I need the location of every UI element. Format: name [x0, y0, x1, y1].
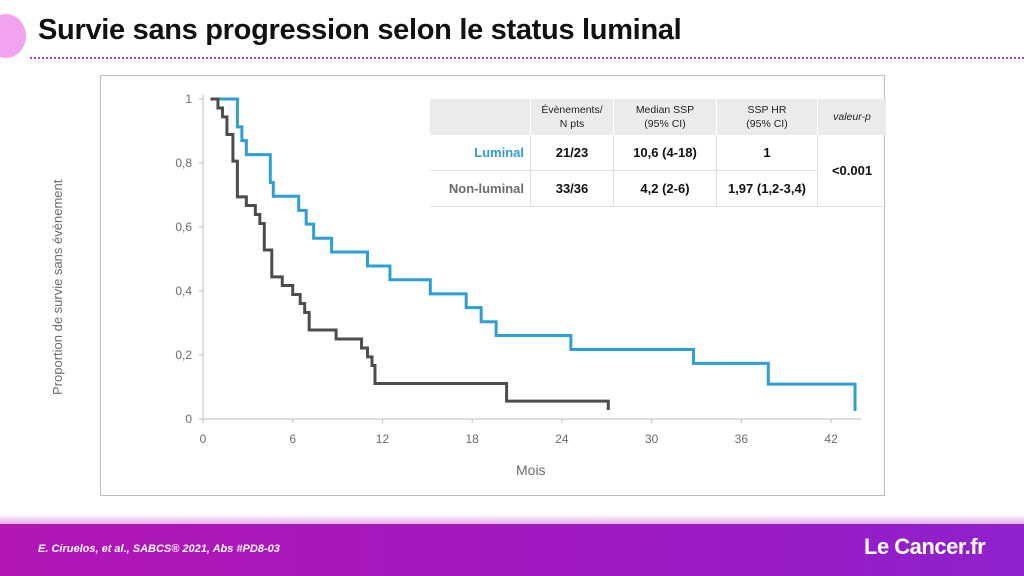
row-label-luminal: Luminal — [430, 135, 531, 171]
x-tick-label: 0 — [200, 432, 207, 446]
results-table: Évènements/N pts Median SSP (95% CI) SSP … — [430, 99, 886, 207]
citation-text: E. Ciruelos, et al., SABCS® 2021, Abs #P… — [38, 543, 280, 555]
table-row-non-luminal: Non-luminal 33/36 4,2 (2-6) 1,97 (1,2-3,… — [430, 170, 886, 207]
header-pvalue-text: valeur-p — [833, 111, 871, 123]
header-hr-text: SSP HR (95% CI) — [746, 104, 788, 130]
cell-p-value: <0.001 — [817, 135, 886, 207]
cell-luminal-events: 21/23 — [530, 135, 614, 171]
y-tick-label: 0,4 — [175, 284, 192, 298]
footer-band — [0, 514, 1024, 576]
table-header-pvalue: valeur-p — [817, 99, 886, 135]
cell-non-luminal-events: 33/36 — [530, 170, 614, 207]
x-axis-label: Mois — [516, 462, 546, 478]
x-tick-label: 24 — [555, 432, 569, 446]
le-cancer-logo[interactable]: Le Cancer.fr — [864, 534, 986, 559]
non-luminal-curve — [210, 97, 610, 411]
cell-non-luminal-hr: 1,97 (1,2-3,4) — [716, 170, 818, 207]
table-header-row: Évènements/N pts Median SSP (95% CI) SSP … — [430, 99, 886, 135]
y-tick-label: 1 — [185, 92, 192, 106]
x-tick-label: 30 — [645, 432, 659, 446]
cell-luminal-hr: 1 — [716, 135, 818, 171]
x-tick-label: 42 — [824, 432, 838, 446]
x-tick-label: 18 — [466, 432, 480, 446]
table-row-luminal: Luminal 21/23 10,6 (4-18) 1 <0.001 — [430, 135, 886, 207]
y-tick-label: 0 — [185, 412, 192, 426]
header-events-text: Évènements/N pts — [541, 104, 603, 130]
table-header-events: Évènements/N pts — [530, 99, 614, 135]
slide-title: Survie sans progression selon le status … — [38, 14, 682, 46]
y-tick-label: 0,8 — [175, 156, 192, 170]
y-tick-label: 0,6 — [175, 220, 192, 234]
x-tick-label: 12 — [376, 432, 390, 446]
table-header-hr: SSP HR (95% CI) — [716, 99, 818, 135]
y-tick-label: 0,2 — [175, 348, 192, 362]
table-header-empty — [430, 99, 531, 135]
x-tick-label: 6 — [289, 432, 296, 446]
row-label-non-luminal: Non-luminal — [430, 170, 531, 207]
chart-frame — [100, 75, 885, 496]
header-median-text: Median SSP (95% CI) — [635, 104, 695, 130]
table-header-median: Median SSP (95% CI) — [613, 99, 717, 135]
title-divider — [30, 57, 1024, 59]
cell-luminal-median: 10,6 (4-18) — [613, 135, 717, 171]
luminal-curve — [210, 97, 857, 411]
x-tick-label: 36 — [735, 432, 749, 446]
cell-non-luminal-median: 4,2 (2-6) — [613, 170, 717, 207]
y-axis-label: Proportion de survie sans évènement — [50, 179, 65, 395]
